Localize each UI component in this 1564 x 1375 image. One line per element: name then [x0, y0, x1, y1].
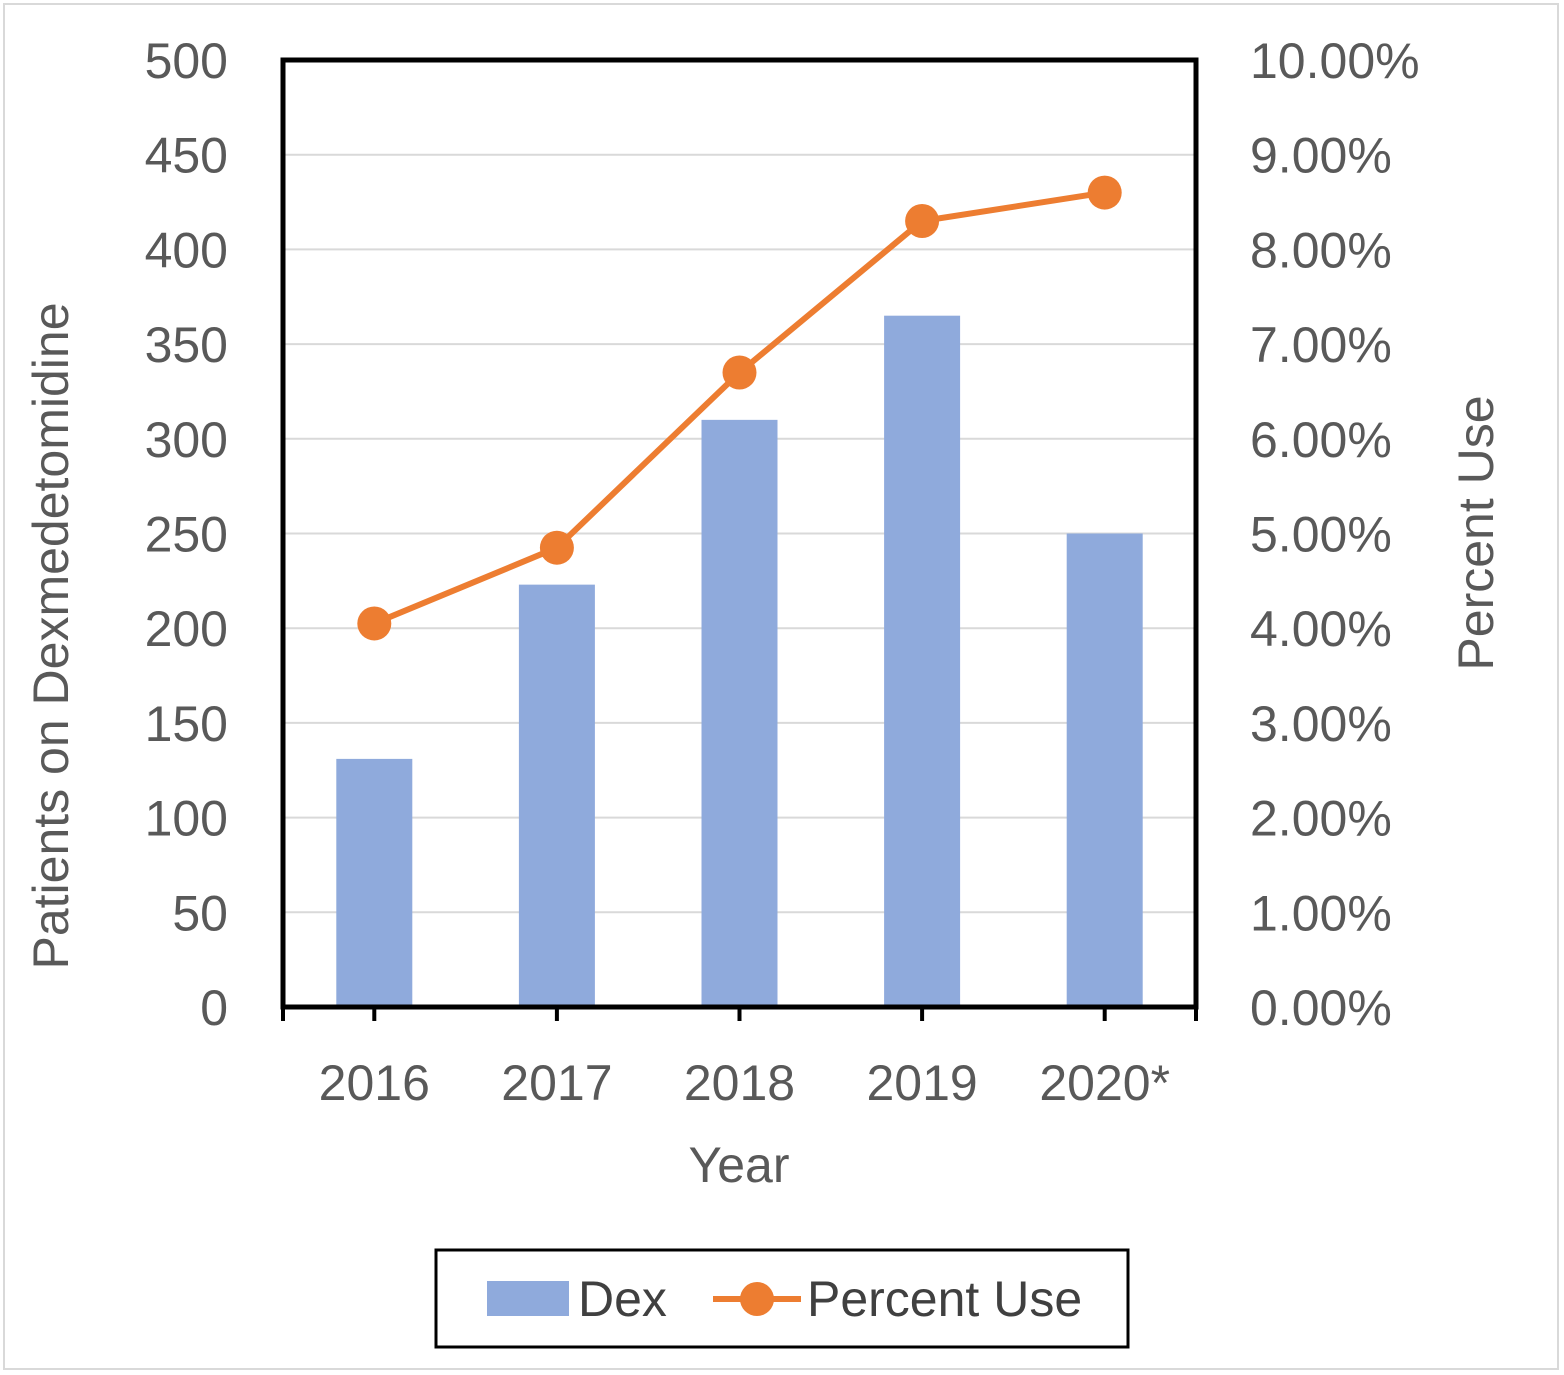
y-tick-label: 450 — [145, 128, 228, 184]
y-tick-label: 350 — [145, 317, 228, 373]
y-axis-title: Patients on Dexmedetomidine — [23, 302, 79, 969]
legend: Dex Percent Use — [434, 1248, 1130, 1349]
x-tick-label: 2016 — [319, 1055, 430, 1111]
bar-2016 — [336, 758, 413, 1007]
y2-axis-tick-labels: 0.00% 1.00% 2.00% 3.00% 4.00% 5.00% 6.00% 7.00%… — [1250, 33, 1420, 1036]
percent-use-point-2016 — [357, 606, 392, 641]
x-tick-label: 2018 — [684, 1055, 795, 1111]
x-tick-label: 2020* — [1039, 1055, 1170, 1111]
y-tick-label: 150 — [145, 696, 228, 752]
bar-2020 — [1066, 533, 1143, 1007]
y2-tick-label: 2.00% — [1250, 791, 1392, 847]
x-tick-label: 2017 — [501, 1055, 612, 1111]
bar-2019 — [884, 315, 961, 1007]
x-tick-label: 2019 — [866, 1055, 977, 1111]
line-series — [357, 175, 1122, 641]
legend-swatch-percent-use-marker — [740, 1282, 774, 1316]
y-tick-label: 200 — [145, 601, 228, 657]
legend-label-dex: Dex — [578, 1271, 667, 1327]
y-tick-label: 300 — [145, 412, 228, 468]
y-tick-label: 0 — [200, 980, 228, 1036]
x-axis-title: Year — [688, 1137, 789, 1193]
y2-tick-label: 4.00% — [1250, 601, 1392, 657]
percent-use-point-2019 — [905, 203, 940, 238]
y2-tick-label: 8.00% — [1250, 222, 1392, 278]
y2-tick-label: 0.00% — [1250, 980, 1392, 1036]
y2-tick-label: 3.00% — [1250, 696, 1392, 752]
y2-tick-label: 1.00% — [1250, 885, 1392, 941]
y2-tick-label: 9.00% — [1250, 128, 1392, 184]
percent-use-point-2020 — [1087, 175, 1122, 210]
y-tick-label: 250 — [145, 507, 228, 563]
bar-2017 — [518, 584, 595, 1007]
percent-use-point-2018 — [722, 355, 757, 390]
percent-use-point-2017 — [539, 530, 574, 565]
legend-swatch-dex — [487, 1281, 569, 1316]
y2-tick-label: 6.00% — [1250, 412, 1392, 468]
chart-frame — [3, 3, 1559, 1370]
bar-series — [336, 315, 1143, 1007]
y2-tick-label: 7.00% — [1250, 317, 1392, 373]
y-axis-tick-labels: 0 50 100 150 200 250 300 350 400 450 500 — [145, 33, 228, 1036]
y-tick-label: 500 — [145, 33, 228, 89]
legend-label-percent-use: Percent Use — [807, 1271, 1082, 1327]
y-tick-label: 100 — [145, 791, 228, 847]
y-tick-label: 50 — [172, 885, 228, 941]
y-tick-label: 400 — [145, 222, 228, 278]
bar-2018 — [701, 419, 778, 1007]
y2-tick-label: 10.00% — [1250, 33, 1420, 89]
y2-tick-label: 5.00% — [1250, 507, 1392, 563]
y2-axis-title: Percent Use — [1448, 395, 1504, 670]
x-axis-ticks: 2016 2017 2018 2019 2020* — [281, 1007, 1198, 1111]
